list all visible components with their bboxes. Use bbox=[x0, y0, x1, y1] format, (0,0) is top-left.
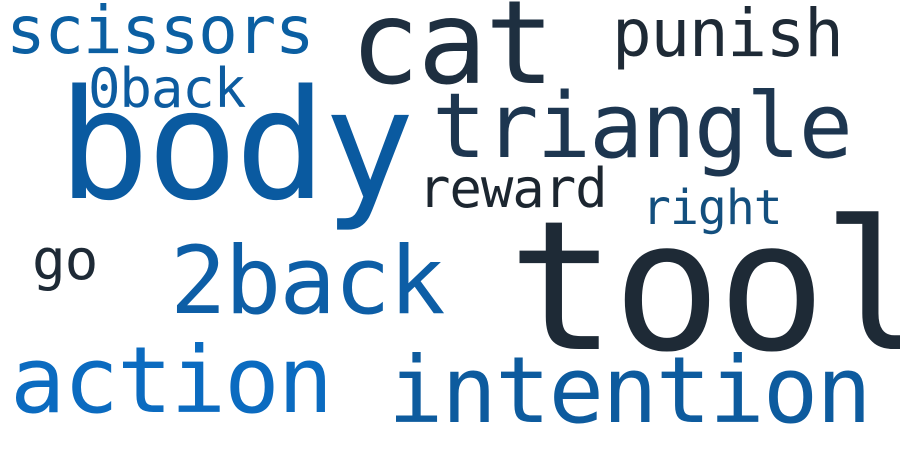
word-go: go bbox=[32, 228, 98, 293]
word-punish: punish bbox=[612, 0, 844, 72]
word-body: body bbox=[58, 57, 415, 234]
word-triangle: triangle bbox=[432, 74, 853, 179]
word-cat: cat bbox=[350, 0, 555, 111]
word-action: action bbox=[10, 327, 333, 434]
word-tool: tool bbox=[508, 183, 900, 392]
word-scissors: scissors bbox=[6, 0, 315, 69]
word-intention: intention bbox=[388, 337, 872, 444]
word-0back: 0back bbox=[88, 57, 246, 120]
word-reward: reward bbox=[418, 157, 608, 220]
word-2back: 2back bbox=[170, 227, 445, 336]
word-right: right bbox=[642, 180, 783, 236]
